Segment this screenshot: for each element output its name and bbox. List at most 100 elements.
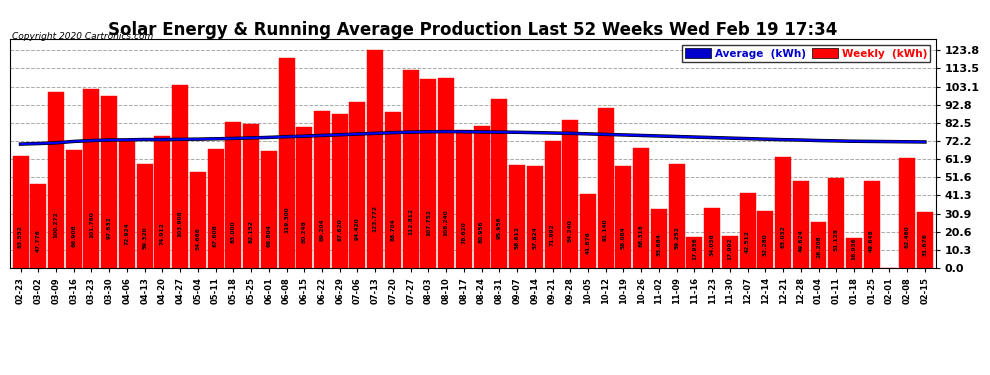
Text: 54.668: 54.668	[195, 227, 200, 250]
Text: 78.620: 78.620	[461, 221, 466, 244]
Text: 51.128: 51.128	[834, 228, 839, 251]
Text: 80.956: 80.956	[479, 220, 484, 243]
Text: 63.552: 63.552	[18, 225, 23, 248]
Bar	[722, 237, 738, 268]
Bar	[863, 181, 880, 268]
Bar	[278, 58, 294, 268]
Bar	[65, 150, 82, 268]
Bar	[757, 211, 773, 268]
Text: 83.000: 83.000	[231, 220, 236, 243]
Bar	[31, 184, 47, 268]
Bar	[616, 166, 632, 268]
Bar	[704, 208, 720, 268]
Bar	[226, 122, 242, 268]
Bar	[314, 111, 330, 268]
Bar	[491, 99, 507, 268]
Text: 72.924: 72.924	[125, 223, 130, 245]
Text: 57.824: 57.824	[533, 226, 538, 249]
Bar	[829, 178, 844, 268]
Text: 66.804: 66.804	[266, 224, 271, 247]
Bar	[793, 181, 809, 268]
Text: 58.084: 58.084	[621, 226, 626, 249]
Bar	[172, 85, 188, 268]
Text: 119.300: 119.300	[284, 207, 289, 233]
Text: 59.320: 59.320	[143, 226, 148, 249]
Bar	[83, 89, 99, 268]
Text: 67.608: 67.608	[213, 224, 218, 247]
Bar	[439, 78, 454, 268]
Bar	[811, 222, 827, 268]
Text: 49.624: 49.624	[798, 229, 803, 252]
Text: 31.676: 31.676	[923, 233, 928, 256]
Bar	[49, 92, 64, 268]
Bar	[208, 149, 224, 268]
Bar	[651, 209, 667, 268]
Bar	[367, 50, 383, 268]
Text: 26.208: 26.208	[816, 235, 821, 258]
Bar	[473, 126, 490, 268]
Text: 58.612: 58.612	[515, 226, 520, 249]
Text: 49.648: 49.648	[869, 229, 874, 252]
Text: 97.632: 97.632	[107, 216, 112, 239]
Text: 95.956: 95.956	[497, 217, 502, 239]
Bar	[580, 195, 596, 268]
Text: 17.992: 17.992	[728, 237, 733, 260]
Text: 71.992: 71.992	[550, 223, 555, 246]
Text: 82.152: 82.152	[248, 220, 253, 243]
Text: 91.140: 91.140	[603, 218, 608, 240]
Bar	[154, 136, 170, 268]
Text: 80.248: 80.248	[302, 220, 307, 243]
Text: 59.252: 59.252	[674, 226, 679, 249]
Bar	[403, 70, 419, 268]
Text: 33.684: 33.684	[656, 233, 661, 256]
Text: 100.272: 100.272	[53, 211, 58, 238]
Bar	[455, 130, 472, 268]
Text: 16.936: 16.936	[851, 237, 856, 260]
Text: 66.908: 66.908	[71, 224, 76, 247]
Text: 112.812: 112.812	[408, 208, 413, 235]
Text: 89.204: 89.204	[320, 218, 325, 241]
Bar	[634, 148, 649, 268]
Text: 108.240: 108.240	[444, 209, 448, 236]
Bar	[349, 102, 365, 268]
Text: 63.032: 63.032	[780, 225, 785, 248]
Text: 42.512: 42.512	[745, 231, 750, 254]
Bar	[686, 237, 702, 268]
Text: 32.280: 32.280	[763, 233, 768, 256]
Title: Solar Energy & Running Average Production Last 52 Weeks Wed Feb 19 17:34: Solar Energy & Running Average Productio…	[108, 21, 838, 39]
Bar	[899, 158, 915, 268]
Bar	[119, 140, 135, 268]
Bar	[190, 172, 206, 268]
Text: 74.912: 74.912	[160, 222, 165, 245]
Bar	[668, 164, 685, 268]
Text: 123.772: 123.772	[372, 205, 378, 232]
Bar	[562, 120, 578, 268]
Bar	[917, 212, 933, 268]
Bar	[296, 127, 312, 268]
Text: 41.876: 41.876	[585, 231, 590, 254]
Bar	[846, 238, 862, 268]
Text: 101.780: 101.780	[89, 211, 94, 238]
Text: 107.752: 107.752	[426, 209, 431, 236]
Text: 84.240: 84.240	[567, 220, 573, 242]
Text: 34.056: 34.056	[710, 233, 715, 256]
Bar	[421, 78, 437, 268]
Text: 94.420: 94.420	[355, 217, 360, 240]
Text: 17.936: 17.936	[692, 237, 697, 260]
Text: 88.704: 88.704	[390, 219, 395, 241]
Bar	[740, 194, 755, 268]
Bar	[137, 164, 152, 268]
Bar	[544, 141, 560, 268]
Bar	[13, 156, 29, 268]
Text: 103.908: 103.908	[177, 210, 182, 237]
Bar	[509, 165, 525, 268]
Text: 47.776: 47.776	[36, 229, 41, 252]
Text: 68.316: 68.316	[639, 224, 644, 247]
Bar	[775, 157, 791, 268]
Bar	[260, 151, 277, 268]
Bar	[527, 166, 543, 268]
Bar	[244, 124, 259, 268]
Text: Copyright 2020 Cartronics.com: Copyright 2020 Cartronics.com	[12, 32, 153, 41]
Legend: Average  (kWh), Weekly  (kWh): Average (kWh), Weekly (kWh)	[682, 45, 931, 62]
Text: 87.620: 87.620	[338, 219, 343, 242]
